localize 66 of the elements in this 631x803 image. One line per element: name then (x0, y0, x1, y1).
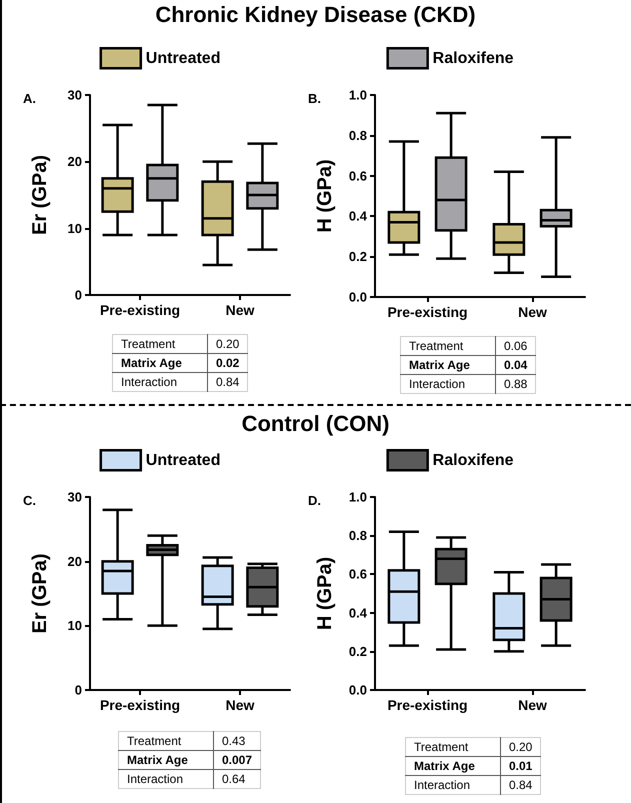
x-tick-label: New (226, 302, 254, 318)
legend-label: Untreated (146, 50, 220, 67)
text: Matrix Age (118, 750, 214, 770)
y-tick-label: 1.0 (348, 88, 367, 102)
y-tick-label: 10 (68, 618, 82, 634)
legend-label: Raloxifene (432, 452, 514, 469)
y-axis-title: H (GPa) (314, 556, 336, 630)
y-axis-title: Er (GPa) (29, 553, 51, 634)
x-tick-label: New (518, 304, 547, 320)
text: Treatment (406, 738, 500, 756)
y-tick-label: 20 (68, 154, 82, 170)
text: Interaction (112, 372, 208, 392)
text: 0.20 (500, 738, 541, 756)
text: Matrix Age (406, 756, 500, 776)
text: 0.06 (496, 336, 536, 356)
x-tick-label: Pre-existing (100, 302, 180, 318)
y-axis-title: Er (GPa) (29, 154, 51, 236)
x-tick-label: Pre-existing (387, 304, 468, 320)
y-tick-label: 0.6 (348, 168, 367, 184)
text: Treatment (112, 334, 208, 354)
text: D. (308, 493, 321, 508)
text: 0.20 (208, 334, 248, 354)
x-tick-label: New (518, 697, 547, 713)
x-tick-label: New (226, 697, 254, 713)
text: 0.02 (208, 354, 248, 372)
y-tick-label: 0.6 (348, 566, 367, 582)
legend-label: Untreated (146, 452, 220, 469)
y-tick-label: 0.2 (348, 249, 367, 264)
y-tick-label: 0.4 (348, 208, 368, 224)
text: Treatment (400, 336, 496, 356)
y-tick-label: 20 (68, 554, 82, 569)
text: 0.01 (500, 756, 541, 776)
text: 0.007 (214, 750, 261, 770)
text: A. (23, 91, 36, 106)
y-tick-label: 30 (68, 88, 82, 102)
x-tick-label: Pre-existing (100, 697, 180, 713)
chart-title: Chronic Kidney Disease (CKD) (154, 2, 477, 28)
x-tick-label: Pre-existing (387, 697, 468, 713)
y-axis-title: H (GPa) (314, 159, 336, 233)
text: Treatment (118, 732, 214, 750)
text: Interaction (400, 374, 496, 394)
text: 0.04 (496, 356, 536, 374)
text: 0.64 (221, 771, 246, 788)
legend-label: Raloxifene (432, 50, 514, 67)
y-tick-label: 0.4 (348, 605, 368, 620)
y-tick-label: 10 (68, 220, 82, 236)
y-tick-label: 0.2 (348, 644, 367, 659)
text: Interaction (406, 776, 500, 794)
y-tick-label: 0.0 (348, 682, 367, 698)
text: Interaction (118, 770, 214, 788)
text: 0.88 (503, 376, 528, 393)
y-tick-label: 1.0 (348, 490, 367, 504)
text: 0.43 (214, 732, 261, 750)
text: B. (308, 91, 321, 106)
chart-title: Control (CON) (240, 411, 390, 437)
text: Matrix Age (112, 354, 208, 372)
text: Matrix Age (400, 356, 496, 374)
y-tick-label: 30 (68, 490, 82, 504)
text: 0.84 (215, 374, 240, 391)
text: C. (23, 493, 36, 508)
text: 0.84 (508, 777, 534, 794)
y-tick-label: 0.0 (348, 290, 367, 304)
y-tick-label: 0 (74, 682, 82, 698)
y-tick-label: 0.8 (348, 528, 367, 544)
y-tick-label: 0 (74, 288, 82, 302)
y-tick-label: 0.8 (348, 128, 367, 143)
